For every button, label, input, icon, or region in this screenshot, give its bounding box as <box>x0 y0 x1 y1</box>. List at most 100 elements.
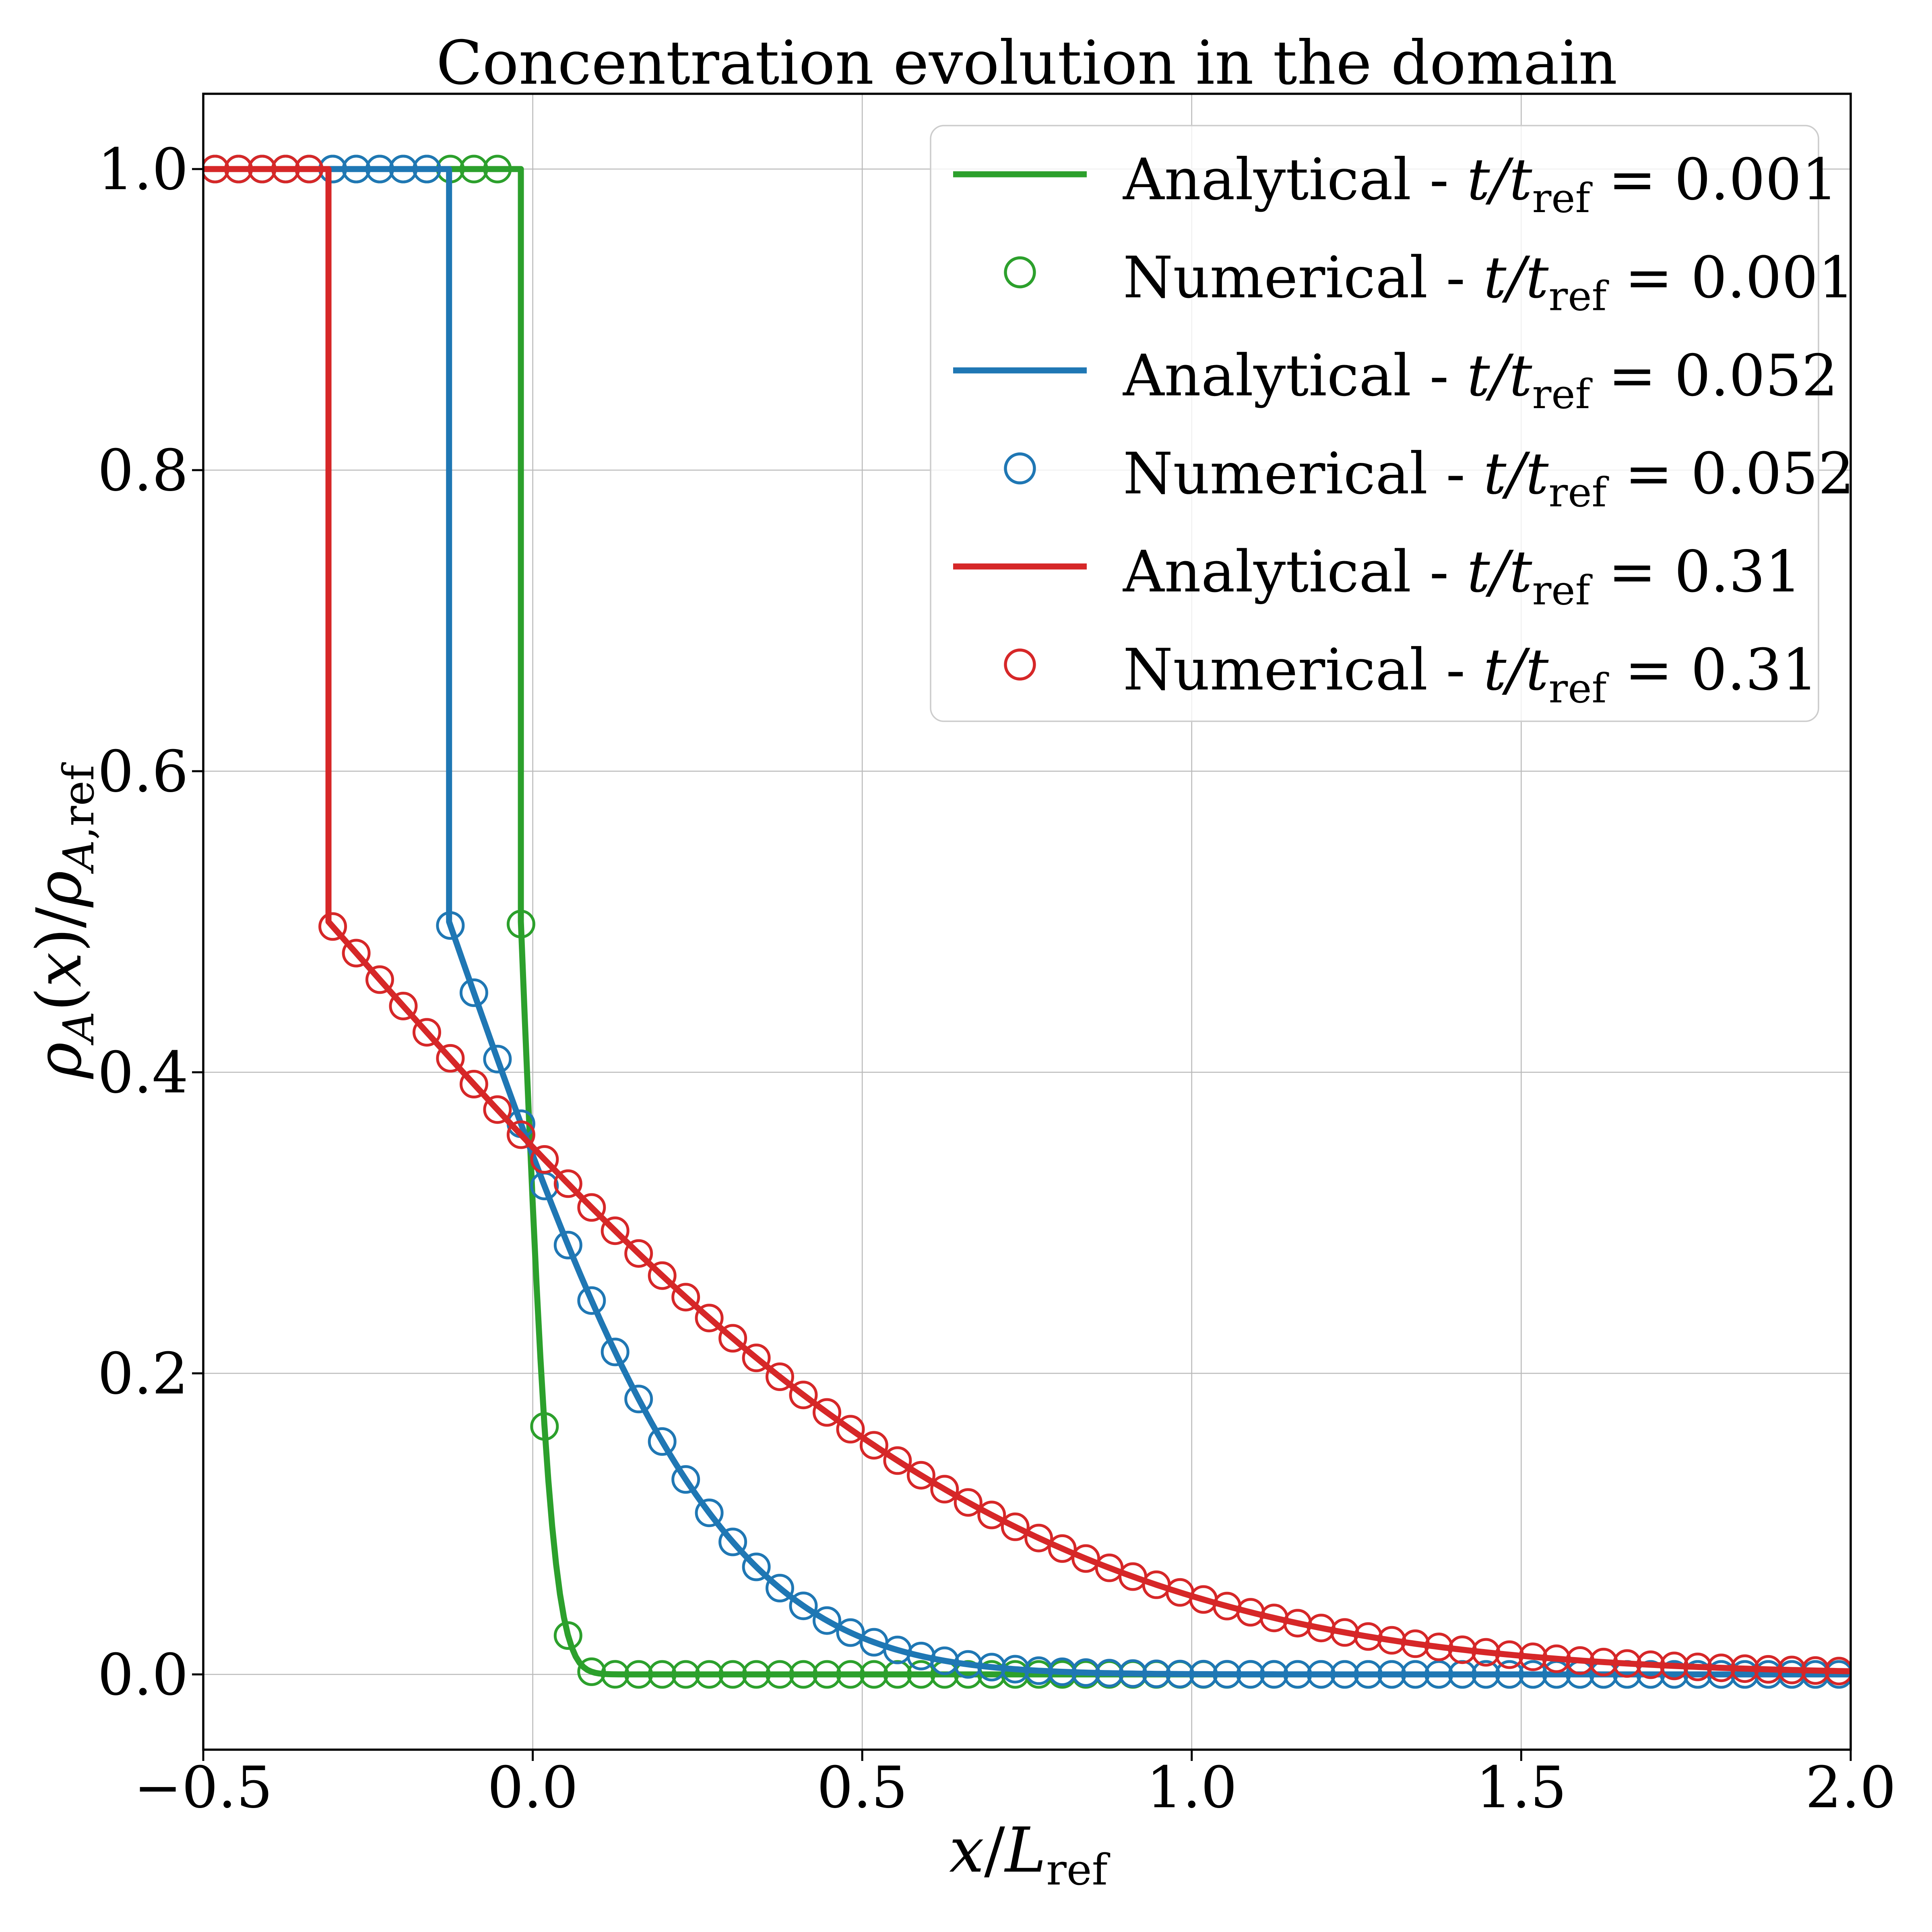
marker-point <box>1048 1657 1077 1686</box>
marker-point <box>295 155 324 184</box>
legend-item-0: Analytical - t/tref = 0.001 <box>953 147 1838 222</box>
legend-label-part: = 0.31 <box>1607 637 1818 703</box>
marker-point <box>789 1381 818 1410</box>
marker-point <box>1354 1622 1383 1651</box>
marker-point <box>577 1286 606 1315</box>
marker-point <box>553 1230 582 1259</box>
x-label-part: / <box>984 1814 1005 1887</box>
marker-point <box>1330 1660 1359 1689</box>
marker-point <box>342 155 371 184</box>
legend-label-part: Numerical - <box>1123 637 1484 703</box>
x-tick-label-2.0: 2.0 <box>1805 1754 1896 1821</box>
marker-point <box>1166 1660 1195 1688</box>
marker-point <box>389 992 418 1020</box>
legend-label-part: Analytical - <box>1123 147 1467 213</box>
marker-point <box>1259 1660 1288 1689</box>
marker-point <box>648 1427 677 1456</box>
marker-point <box>906 1461 935 1490</box>
legend-label-part: t/t <box>1484 441 1549 507</box>
legend-label-part: Numerical - <box>1123 245 1484 311</box>
legend-circle-sample <box>1004 256 1036 289</box>
marker-point <box>342 939 371 968</box>
legend-label-part: ref <box>1532 371 1593 418</box>
marker-point <box>1401 1629 1430 1658</box>
marker-point <box>1660 1651 1688 1680</box>
marker-point <box>506 910 535 939</box>
marker-point <box>977 1653 1006 1682</box>
marker-point <box>1495 1640 1524 1669</box>
marker-point <box>742 1552 771 1581</box>
marker-point <box>954 1650 983 1679</box>
marker-point <box>1825 1657 1851 1686</box>
marker-point <box>553 1169 582 1198</box>
legend-label-part: ref <box>1549 469 1610 516</box>
marker-point <box>1424 1660 1453 1689</box>
marker-point <box>530 1412 559 1441</box>
y-tick-label-1.0: 1.0 <box>97 136 188 203</box>
y-tick-label-0.4: 0.4 <box>97 1040 188 1106</box>
x-tick-label-−0.5: −0.5 <box>134 1754 273 1821</box>
marker-point <box>1566 1646 1595 1675</box>
legend-circle-sample <box>1004 648 1036 681</box>
legend-circle-sample <box>1004 452 1036 485</box>
marker-point <box>577 1193 606 1222</box>
marker-point <box>1401 1660 1430 1689</box>
marker-point <box>859 1660 888 1689</box>
marker-point <box>766 1574 794 1603</box>
marker-point <box>742 1344 771 1373</box>
legend-label-part: Numerical - <box>1123 441 1484 507</box>
y-label-part: ) <box>23 928 95 952</box>
marker-point <box>718 1527 747 1556</box>
marker-point <box>1636 1650 1665 1679</box>
marker-point <box>483 155 512 184</box>
legend-label-part: Analytical - <box>1123 539 1467 605</box>
marker-point <box>789 1660 818 1689</box>
marker-point <box>1542 1644 1571 1673</box>
x-tick-label-0.5: 0.5 <box>817 1754 908 1821</box>
marker-point <box>1519 1660 1548 1689</box>
marker-point <box>271 155 300 184</box>
y-label-part: x <box>23 952 95 987</box>
marker-point <box>695 1304 724 1333</box>
marker-point <box>1095 1659 1124 1688</box>
legend-label-part: t/t <box>1484 637 1549 703</box>
legend-box <box>930 125 1819 722</box>
marker-point <box>1589 1647 1618 1676</box>
y-label-part: A <box>54 840 103 875</box>
marker-point <box>813 1606 841 1635</box>
y-label-part: ,ref <box>54 762 103 840</box>
tick-labels: −0.5 0.0 0.5 1.0 1.5 2.0 1.0 0.8 0.6 0.4 0.2 0.0 <box>97 136 1896 1821</box>
marker-point <box>1801 1656 1830 1685</box>
y-tick-label-0.0: 0.0 <box>97 1642 188 1708</box>
marker-point <box>365 965 394 994</box>
legend-item-4: Analytical - t/tref = 0.31 <box>953 539 1802 614</box>
marker-point <box>695 1660 724 1689</box>
marker-point <box>1189 1660 1218 1688</box>
x-label-part: L <box>1004 1814 1046 1887</box>
legend-label-part: t/t <box>1467 147 1533 213</box>
marker-point <box>671 1465 700 1494</box>
data-series <box>203 155 1851 1689</box>
marker-point <box>718 1324 747 1353</box>
marker-point <box>318 912 347 941</box>
marker-point <box>1354 1660 1383 1689</box>
legend-item-5: Numerical - t/tref = 0.31 <box>1004 637 1818 712</box>
axes-frame <box>202 93 1852 1751</box>
marker-point <box>601 1660 630 1689</box>
legend-label: Analytical - t/tref = 0.052 <box>1123 343 1838 418</box>
marker-point <box>648 1660 677 1689</box>
x-label-part: x <box>949 1814 984 1887</box>
x-tick-label-0.0: 0.0 <box>487 1754 578 1821</box>
axis-ticks <box>192 168 1852 1761</box>
marker-point <box>436 911 465 940</box>
marker-point <box>1330 1618 1359 1647</box>
marker-point <box>1519 1642 1548 1671</box>
marker-point <box>859 1431 888 1460</box>
marker-point <box>577 1657 606 1686</box>
marker-point <box>248 155 277 184</box>
marker-point <box>813 1660 841 1689</box>
marker-point <box>1001 1655 1030 1684</box>
legend-label-part: ref <box>1532 175 1593 222</box>
